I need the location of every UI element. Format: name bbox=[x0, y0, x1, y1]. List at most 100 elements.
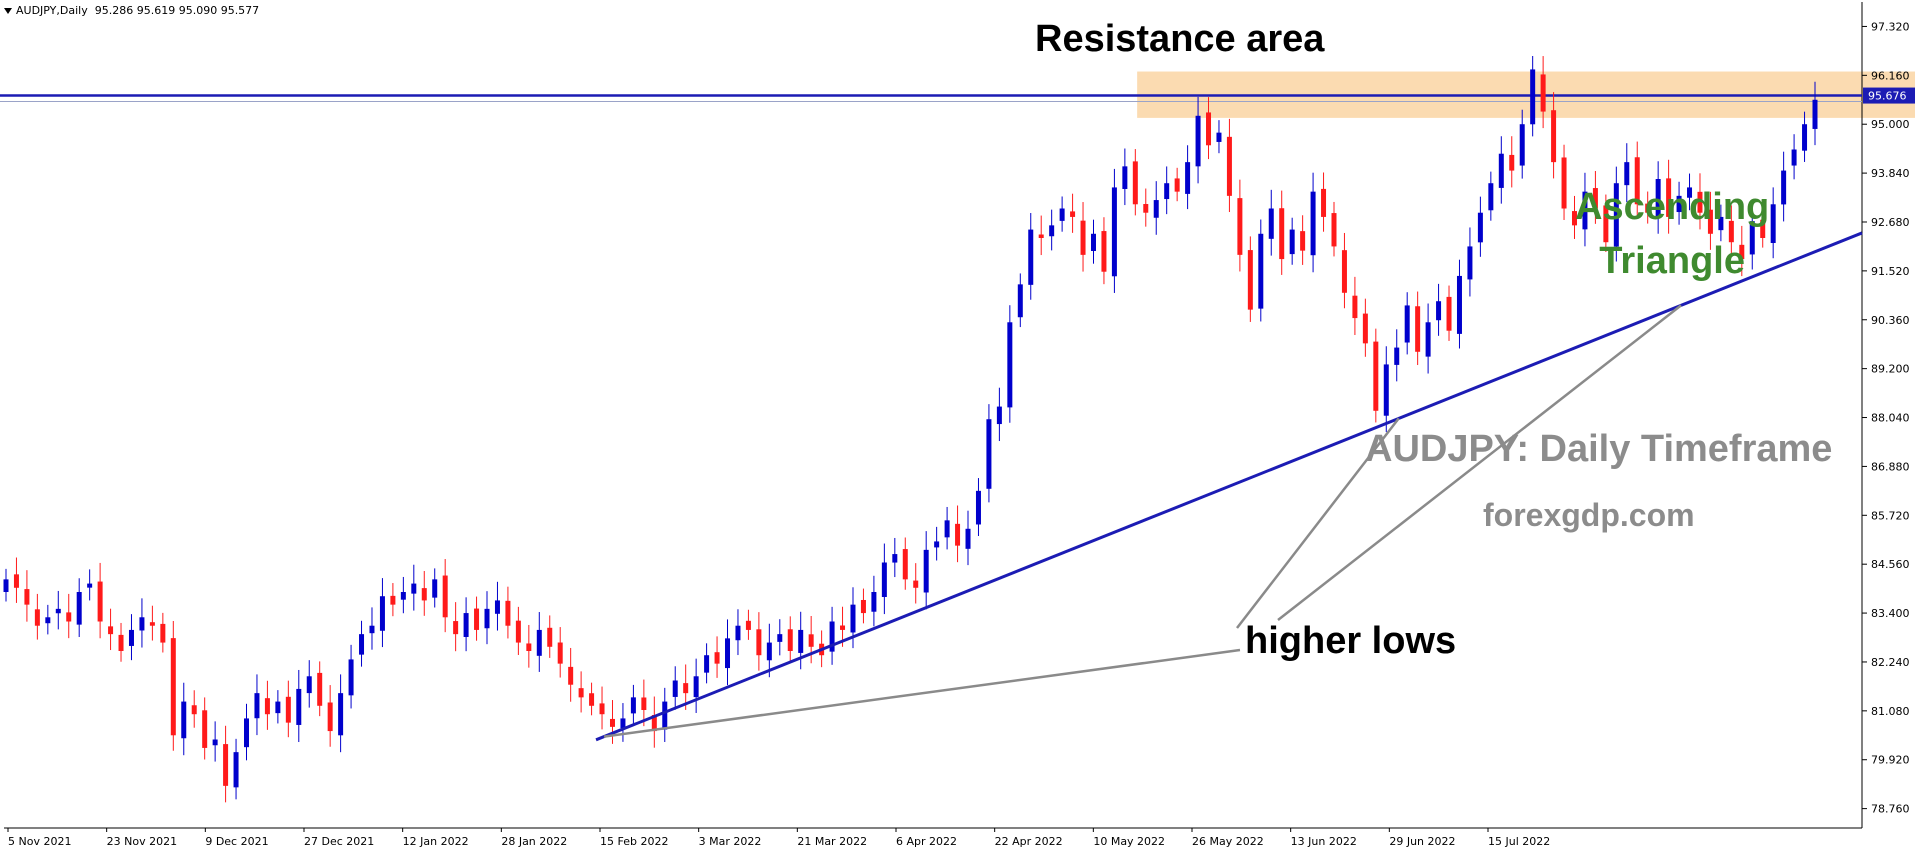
time-axis: 5 Nov 2021 23 Nov 2021 9 Dec 2021 27 Dec 20… bbox=[7, 828, 1550, 848]
candle-body bbox=[379, 596, 385, 631]
candle-body bbox=[536, 629, 542, 656]
candle-body bbox=[1289, 229, 1295, 255]
candle-body bbox=[442, 575, 448, 618]
price-tick-label: 79.920 bbox=[1871, 754, 1910, 767]
candle-body bbox=[850, 604, 856, 633]
candle-body bbox=[306, 676, 312, 694]
candle-body bbox=[651, 714, 657, 732]
price-tick-label: 95.000 bbox=[1871, 118, 1910, 131]
candle-body bbox=[1613, 183, 1619, 247]
time-tick-label: 27 Dec 2021 bbox=[304, 835, 374, 848]
ohlc-values: 95.286 95.619 95.090 95.577 bbox=[94, 4, 260, 17]
timeframe-title: AUDJPY: Daily Timeframe bbox=[1365, 428, 1833, 470]
price-tick-label: 89.200 bbox=[1871, 363, 1910, 376]
candle-body bbox=[662, 701, 668, 730]
time-tick-label: 15 Jul 2022 bbox=[1488, 835, 1550, 848]
time-tick-label: 12 Jan 2022 bbox=[403, 835, 469, 848]
candle-body bbox=[1666, 178, 1672, 217]
resistance-line-layer bbox=[0, 94, 1862, 103]
candle-body bbox=[1770, 204, 1776, 243]
candle-body bbox=[1634, 157, 1640, 205]
time-tick-label: 13 Jun 2022 bbox=[1291, 835, 1357, 848]
candle-body bbox=[1802, 124, 1808, 151]
candle-body bbox=[986, 419, 992, 489]
candle-body bbox=[139, 617, 145, 631]
candle-body bbox=[1111, 187, 1117, 277]
candle-body bbox=[1268, 208, 1274, 239]
candle-body bbox=[725, 638, 731, 669]
candle-body bbox=[1530, 69, 1536, 125]
candle-body bbox=[1362, 313, 1368, 344]
candle-body bbox=[34, 609, 40, 626]
pattern-line-2: Triangle bbox=[1599, 240, 1745, 282]
candle-body bbox=[955, 523, 961, 546]
candle-body bbox=[212, 739, 218, 746]
higher-low-pointer bbox=[1277, 304, 1682, 621]
candle-body bbox=[1791, 149, 1797, 166]
candle-body bbox=[45, 617, 51, 624]
candle-body bbox=[1467, 246, 1473, 280]
candle-body bbox=[1383, 364, 1389, 416]
time-tick-label: 26 May 2022 bbox=[1192, 835, 1264, 848]
candle-body bbox=[1456, 275, 1462, 334]
candle-body bbox=[1551, 110, 1557, 163]
candle-body bbox=[1655, 179, 1661, 218]
candle-body bbox=[76, 592, 82, 625]
time-tick-label: 9 Dec 2021 bbox=[205, 835, 268, 848]
candle-body bbox=[55, 608, 61, 614]
price-tick-label: 84.560 bbox=[1871, 558, 1910, 571]
candle-body bbox=[1206, 112, 1212, 146]
candle-body bbox=[1247, 250, 1253, 310]
candle-body bbox=[191, 705, 197, 715]
candle-body bbox=[97, 581, 103, 622]
candle-body bbox=[24, 589, 30, 605]
candle-body bbox=[453, 621, 459, 635]
candle-body bbox=[474, 608, 480, 630]
candle-body bbox=[1592, 188, 1598, 209]
candle-body bbox=[359, 634, 365, 655]
candle-body bbox=[808, 634, 814, 647]
candle-body bbox=[1341, 250, 1347, 293]
price-tick-label: 97.320 bbox=[1871, 20, 1910, 33]
candle-body bbox=[1707, 209, 1713, 234]
candle-body bbox=[1352, 295, 1358, 319]
candle-body bbox=[1049, 225, 1055, 237]
candle-body bbox=[1624, 162, 1630, 186]
candle-body bbox=[1781, 170, 1787, 205]
candle-body bbox=[1017, 284, 1023, 318]
candle-body bbox=[505, 600, 511, 626]
candle-body bbox=[463, 613, 469, 637]
candle-body bbox=[1373, 341, 1379, 411]
candle-body bbox=[149, 622, 155, 626]
candle-body bbox=[275, 701, 281, 714]
price-tick-label: 88.040 bbox=[1871, 412, 1910, 425]
candle-body bbox=[369, 625, 375, 634]
candle-body bbox=[1603, 205, 1609, 243]
price-tick-label: 82.240 bbox=[1871, 656, 1910, 669]
candle-body bbox=[202, 710, 208, 748]
candle-body bbox=[1080, 220, 1086, 255]
higher-low-pointer bbox=[1236, 417, 1400, 629]
candle-body bbox=[432, 579, 438, 598]
candle-body bbox=[1132, 161, 1138, 205]
collapse-triangle-icon[interactable] bbox=[4, 8, 12, 14]
candle-body bbox=[390, 595, 396, 605]
time-tick-label: 10 May 2022 bbox=[1093, 835, 1165, 848]
candle-body bbox=[641, 697, 647, 710]
higher-low-pointer bbox=[603, 648, 1241, 738]
trendline-layer bbox=[595, 231, 1863, 742]
price-tick-label: 92.680 bbox=[1871, 216, 1910, 229]
candle-body bbox=[1258, 233, 1264, 309]
candle-body bbox=[1645, 203, 1651, 213]
candle-body bbox=[589, 693, 595, 706]
candle-body bbox=[118, 634, 124, 651]
candle-body bbox=[787, 629, 793, 651]
candle-body bbox=[1676, 195, 1682, 213]
candle-body bbox=[630, 697, 636, 714]
candle-body bbox=[557, 642, 563, 664]
candle-body bbox=[693, 676, 699, 698]
candle-body bbox=[1310, 191, 1316, 256]
candle-body bbox=[871, 592, 877, 612]
candle-body bbox=[1090, 233, 1096, 251]
candle-body bbox=[1425, 322, 1431, 357]
